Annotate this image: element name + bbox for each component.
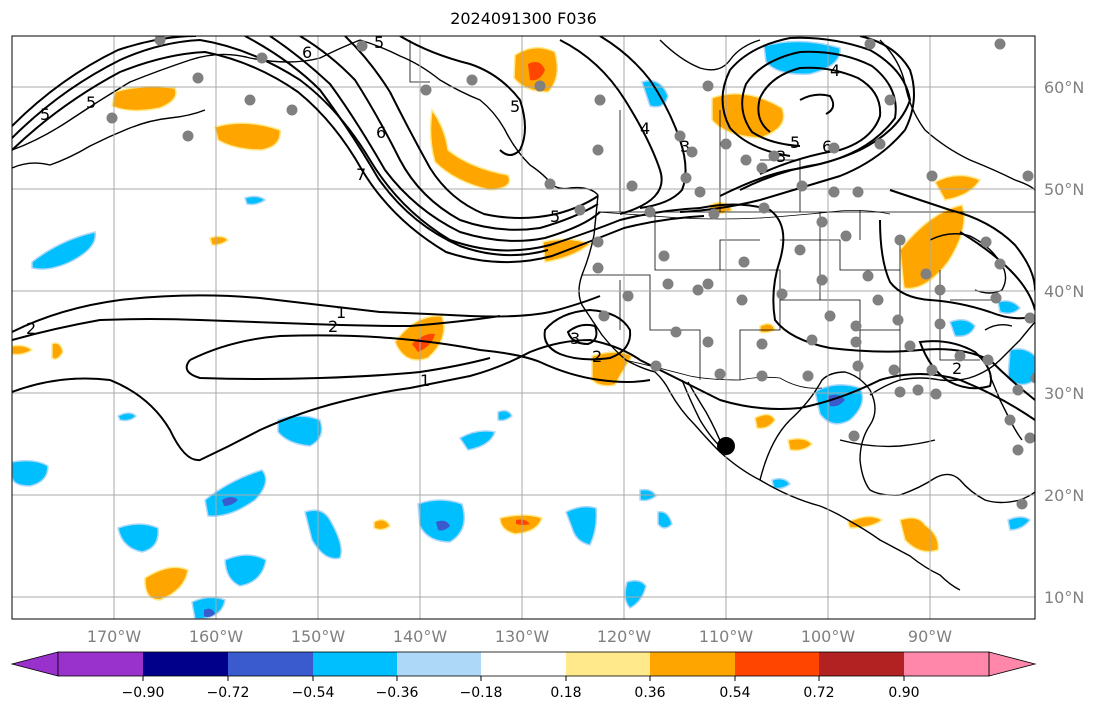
contour-label: 2 [592,347,602,366]
colorbar-right-extend [988,651,1037,677]
colorbar-tick-label: 0.90 [888,685,919,701]
lon-label: 160°W [189,627,244,646]
contour-label: 4 [830,61,840,80]
contour-label: 3 [776,147,786,166]
colorbar-left-extend [10,651,59,677]
colorbar-segment [143,652,228,676]
lon-label: 110°W [699,627,754,646]
contour-label: 6 [376,123,386,142]
colorbar-segment [735,652,819,676]
colorbar-tick-label: −0.36 [376,685,419,701]
lon-label: 140°W [393,627,448,646]
lat-label: 40°N [1044,282,1084,301]
latitude-labels: 60°N 50°N 40°N 30°N 20°N 10°N [1044,78,1084,607]
colorbar-segment [481,652,566,676]
colorbar-tick-label: −0.18 [460,685,503,701]
contour-label: 2 [328,317,338,336]
colorbar-segment [397,652,481,676]
positive-anomaly-regions [12,46,982,601]
contour-label: 6 [302,43,312,62]
contour-label: 7 [356,165,366,184]
lon-label: 130°W [495,627,550,646]
colorbar-segment [566,652,650,676]
contour-label: 1 [336,303,346,322]
station-dots [106,36,1035,510]
lon-label: 100°W [801,627,856,646]
lon-label: 170°W [87,627,142,646]
lat-label: 20°N [1044,486,1084,505]
colorbar-tick-label: 0.18 [550,685,581,701]
lat-label: 50°N [1044,180,1084,199]
colorbar-tick-label: 0.54 [719,685,750,701]
contour-label: 5 [86,93,96,112]
colorbar-segment [819,652,904,676]
contour-label: 5 [374,33,384,52]
map-title: 2024091300 F036 [450,9,597,28]
lat-label: 60°N [1044,78,1084,97]
contour-label: 1 [420,371,430,390]
colorbar-tick-label: 0.72 [803,685,834,701]
contour-label: 3 [680,137,690,156]
colorbar-tick-label: −0.54 [292,685,335,701]
colorbar-segment [650,652,735,676]
contour-lines [12,36,1035,462]
contour-label-group: 6 5 5 6 7 5 4 3 3 5 6 1 2 2 3 2 1 2 5 4 … [26,33,962,390]
contour-label: 6 [822,137,832,156]
graticule [12,36,1035,619]
colorbar-segment [228,652,313,676]
contour-label: 5 [550,207,560,226]
contour-label: 3 [570,329,580,348]
lon-label: 90°W [908,627,952,646]
contour-label: 5 [510,97,520,116]
colorbar-segment [313,652,397,676]
lat-label: 10°N [1044,588,1084,607]
longitude-labels: 170°W 160°W 150°W 140°W 130°W 120°W 110°… [87,627,952,646]
map-frame [11,35,1036,620]
lat-label: 30°N [1044,384,1084,403]
colorbar: −0.90 −0.72 −0.54 −0.36 −0.18 0.18 0.36 … [10,651,1037,701]
colorbar-tick-label: −0.90 [122,685,165,701]
lon-label: 120°W [597,627,652,646]
contour-label: 5 [40,105,50,124]
colorbar-segment [58,652,143,676]
colorbar-segment [904,652,989,676]
lon-label: 150°W [291,627,346,646]
colorbar-tick-label: 0.36 [634,685,665,701]
contour-label: 2 [26,319,36,338]
contour-label: 5 [790,133,800,152]
colorbar-tick-label: −0.72 [207,685,250,701]
contour-label: 2 [952,359,962,378]
marker-dot [717,437,735,455]
contour-label: 4 [640,119,650,138]
strong-positive-regions [412,62,545,525]
